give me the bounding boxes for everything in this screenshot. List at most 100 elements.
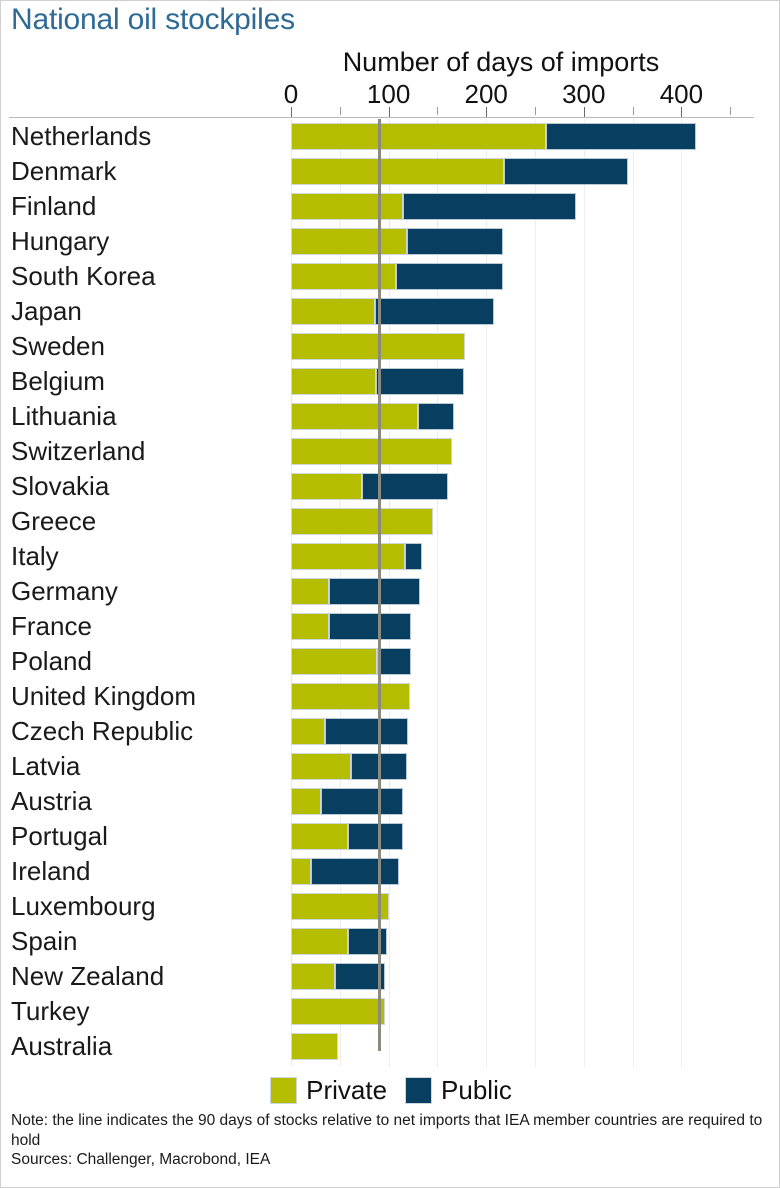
bar-segment-private[interactable] — [291, 998, 385, 1025]
bar-row[interactable] — [291, 644, 711, 679]
bar-row[interactable] — [291, 679, 711, 714]
bar-row[interactable] — [291, 434, 711, 469]
bar-segment-public[interactable] — [325, 718, 409, 745]
x-tick-mark — [388, 107, 390, 117]
footnote-sources: Sources: Challenger, Macrobond, IEA — [11, 1151, 271, 1168]
bar-row[interactable] — [291, 959, 711, 994]
category-label: Austria — [11, 786, 92, 816]
bar-row[interactable] — [291, 1029, 711, 1064]
category-label: Luxembourg — [11, 891, 156, 921]
bar-row[interactable] — [291, 924, 711, 959]
category-label: New Zealand — [11, 961, 165, 991]
bar-segment-public[interactable] — [407, 228, 503, 255]
category-label: Ireland — [11, 856, 91, 886]
bar-segment-public[interactable] — [403, 193, 576, 220]
bar-segment-private[interactable] — [291, 683, 411, 710]
bar-segment-private[interactable] — [291, 858, 311, 885]
bar-row[interactable] — [291, 224, 711, 259]
bar-row[interactable] — [291, 399, 711, 434]
bar-row[interactable] — [291, 574, 711, 609]
plot-area — [291, 119, 711, 1067]
bar-segment-private[interactable] — [291, 403, 418, 430]
bar-segment-public[interactable] — [321, 788, 404, 815]
bar-row[interactable] — [291, 119, 711, 154]
category-label: France — [11, 611, 92, 641]
bar-row[interactable] — [291, 469, 711, 504]
bar-row[interactable] — [291, 189, 711, 224]
bar-row[interactable] — [291, 154, 711, 189]
page-title: National oil stockpiles — [11, 3, 295, 36]
bar-segment-private[interactable] — [291, 578, 330, 605]
bar-row[interactable] — [291, 714, 711, 749]
bar-segment-private[interactable] — [291, 613, 330, 640]
bar-segment-private[interactable] — [291, 823, 348, 850]
bar-row[interactable] — [291, 994, 711, 1029]
bar-segment-public[interactable] — [310, 858, 400, 885]
bar-segment-public[interactable] — [376, 648, 412, 675]
category-label: Slovakia — [11, 471, 110, 501]
category-label: Spain — [11, 926, 78, 956]
bar-segment-public[interactable] — [405, 543, 422, 570]
bar-segment-private[interactable] — [291, 753, 351, 780]
bar-segment-private[interactable] — [291, 368, 376, 395]
x-tick-label: 100 — [366, 79, 411, 109]
bar-segment-private[interactable] — [291, 123, 546, 150]
legend-item-public[interactable]: Public — [405, 1075, 512, 1106]
x-axis-tick-labels: 0 100 200 300 400 — [1, 79, 780, 109]
x-tick-label: 200 — [464, 79, 508, 109]
bar-segment-private[interactable] — [291, 543, 406, 570]
bar-segment-public[interactable] — [347, 823, 404, 850]
bar-segment-private[interactable] — [291, 298, 375, 325]
bar-segment-private[interactable] — [291, 1033, 338, 1060]
bar-segment-public[interactable] — [545, 123, 697, 150]
bar-row[interactable] — [291, 784, 711, 819]
bar-segment-public[interactable] — [417, 403, 454, 430]
x-tick-mark-minor — [632, 107, 634, 115]
bar-segment-public[interactable] — [374, 298, 494, 325]
category-label: Belgium — [11, 366, 105, 396]
bar-row[interactable] — [291, 749, 711, 784]
bar-segment-public[interactable] — [362, 473, 449, 500]
bar-segment-private[interactable] — [291, 158, 504, 185]
x-tick-mark-minor — [730, 107, 732, 115]
x-tick-label: 300 — [562, 79, 606, 109]
bar-segment-private[interactable] — [291, 438, 453, 465]
category-label: Czech Republic — [11, 716, 194, 746]
category-label: Hungary — [11, 226, 110, 256]
bar-row[interactable] — [291, 329, 711, 364]
bar-segment-public[interactable] — [396, 263, 503, 290]
bar-row[interactable] — [291, 259, 711, 294]
bar-row[interactable] — [291, 504, 711, 539]
category-label: Lithuania — [11, 401, 117, 431]
bar-row[interactable] — [291, 609, 711, 644]
bar-segment-public[interactable] — [329, 578, 420, 605]
bar-segment-private[interactable] — [291, 718, 326, 745]
bar-segment-private[interactable] — [291, 473, 363, 500]
bar-segment-public[interactable] — [375, 368, 464, 395]
gridline — [583, 119, 585, 1067]
bar-segment-private[interactable] — [291, 893, 389, 920]
category-label: Poland — [11, 646, 92, 676]
bar-segment-public[interactable] — [334, 963, 385, 990]
bar-segment-private[interactable] — [291, 228, 408, 255]
bar-row[interactable] — [291, 819, 711, 854]
y-axis-category-labels: Netherlands Denmark Finland Hungary South Ko… — [11, 119, 286, 1067]
bar-segment-public[interactable] — [503, 158, 628, 185]
bar-segment-private[interactable] — [291, 648, 377, 675]
category-label: Turkey — [11, 996, 90, 1026]
bar-row[interactable] — [291, 294, 711, 329]
footnotes: Note: the line indicates the 90 days of … — [11, 1111, 767, 1170]
bar-segment-private[interactable] — [291, 788, 322, 815]
bar-row[interactable] — [291, 364, 711, 399]
bar-row[interactable] — [291, 539, 711, 574]
bar-segment-private[interactable] — [291, 508, 434, 535]
bar-row[interactable] — [291, 854, 711, 889]
bar-segment-private[interactable] — [291, 193, 404, 220]
category-label: Portugal — [11, 821, 108, 851]
bar-segment-private[interactable] — [291, 928, 348, 955]
bar-segment-private[interactable] — [291, 963, 335, 990]
bar-segment-public[interactable] — [329, 613, 412, 640]
legend-item-private[interactable]: Private — [270, 1075, 387, 1106]
x-axis-line — [9, 117, 754, 118]
bar-row[interactable] — [291, 889, 711, 924]
